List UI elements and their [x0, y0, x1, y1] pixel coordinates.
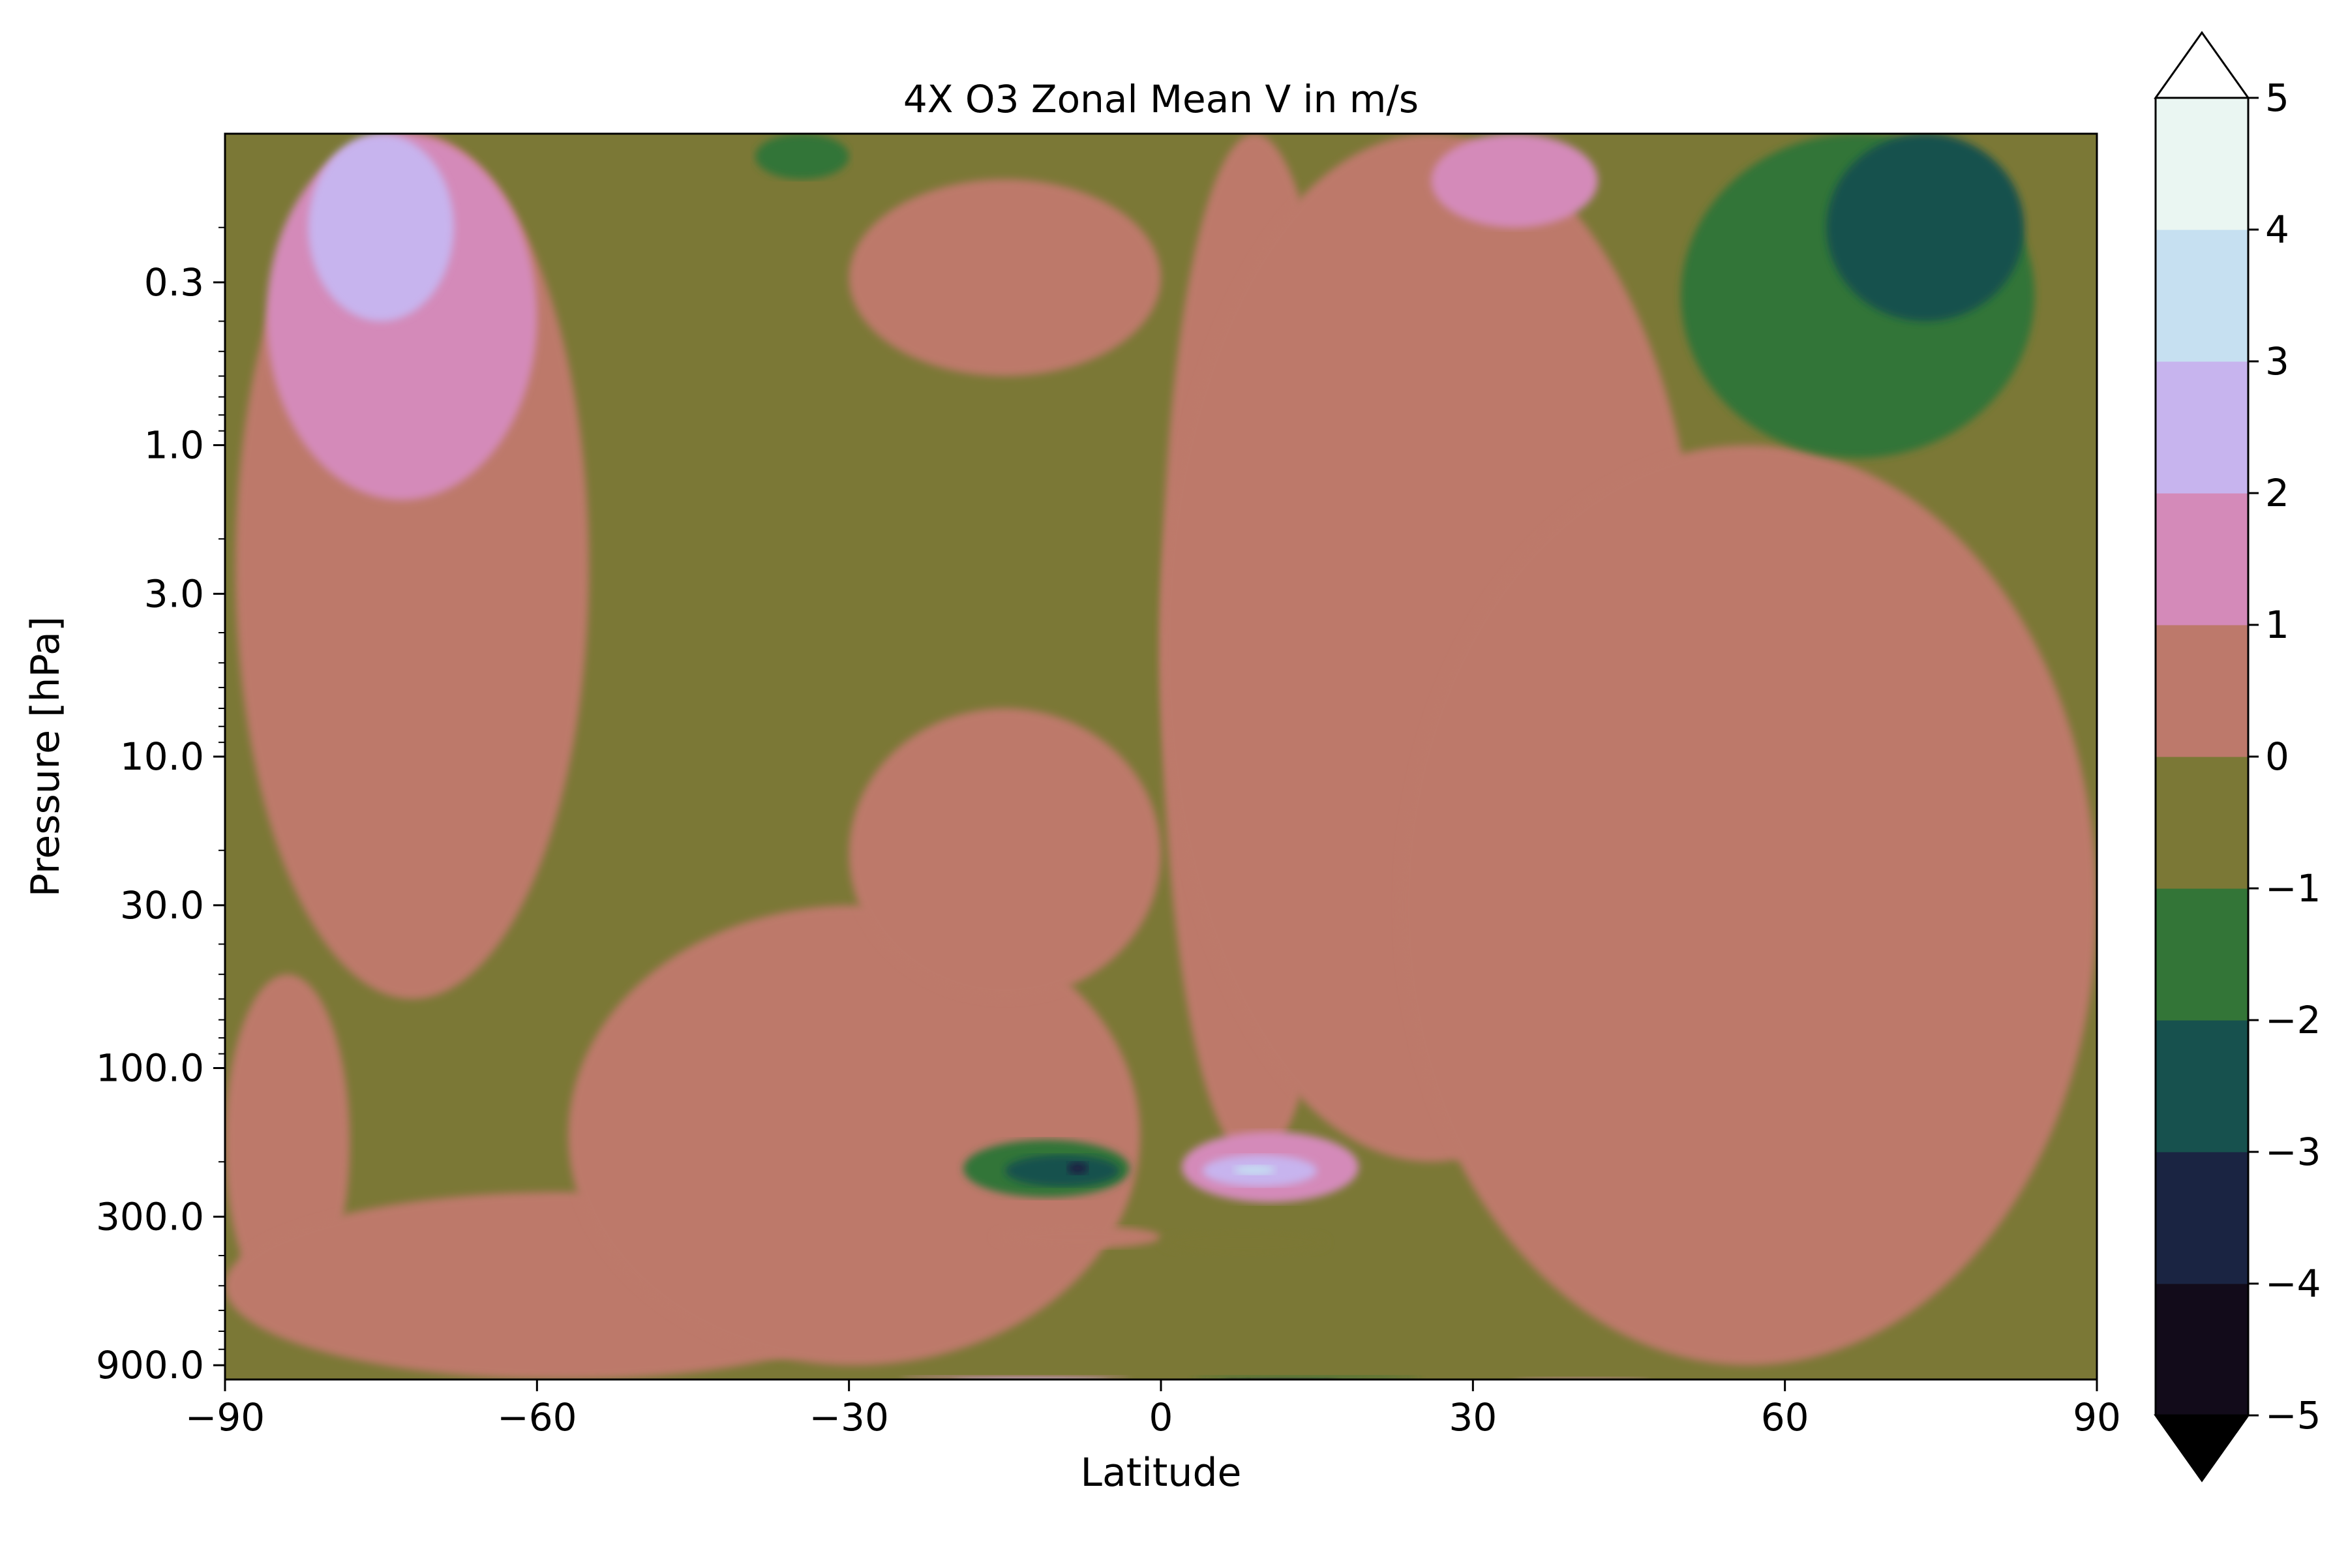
- contour-region: [1161, 1229, 1328, 1256]
- colorbar-tick-label: −4: [2265, 1261, 2321, 1306]
- x-tick-label: 90: [2073, 1395, 2121, 1440]
- contour-region: [1431, 134, 1598, 228]
- chart-title: 4X O3 Zonal Mean V in m/s: [903, 77, 1419, 121]
- y-tick-label: 1.0: [144, 423, 204, 468]
- contour-region: [1826, 134, 2024, 322]
- x-tick-label: 0: [1149, 1395, 1173, 1440]
- contour-region: [1067, 1162, 1089, 1175]
- y-tick-label: 30.0: [120, 883, 204, 927]
- contour-region: [1004, 1154, 1120, 1187]
- colorbar-tick-label: 2: [2265, 471, 2289, 515]
- contour-region: [994, 1225, 1161, 1249]
- x-axis: −90 −60 −30 0 30 60 90: [185, 1380, 2121, 1440]
- colorbar-under-arrow: [2154, 1414, 2250, 1483]
- colorbar-segment: [2156, 98, 2248, 230]
- y-tick-label: 900.0: [96, 1343, 204, 1387]
- colorbar-segment: [2156, 1020, 2248, 1153]
- colorbar-tick-label: 3: [2265, 339, 2289, 384]
- contour-region: [849, 708, 1162, 999]
- x-tick-label: 30: [1449, 1395, 1497, 1440]
- colorbar-segment: [2156, 625, 2248, 757]
- x-tick-label: −90: [185, 1395, 265, 1440]
- colorbar-segment: [2156, 493, 2248, 626]
- contour-region: [849, 179, 1162, 376]
- colorbar-segment: [2156, 361, 2248, 494]
- y-axis: 0.3 1.0 3.0 10.0 30.0 100.0 300.0 900.0: [96, 226, 225, 1387]
- y-tick-label: 0.3: [144, 260, 204, 305]
- y-tick-label: 3.0: [144, 571, 204, 616]
- colorbar-tick-label: 0: [2265, 734, 2289, 779]
- contour-region: [308, 134, 454, 322]
- colorbar-segment: [2156, 1152, 2248, 1284]
- y-tick-label: 100.0: [96, 1046, 204, 1091]
- colorbar-tick-label: −1: [2265, 866, 2321, 911]
- colorbar-segment: [2156, 888, 2248, 1021]
- colorbar-tick-label: 4: [2265, 207, 2289, 252]
- colorbar: −5 −4 −3 −2 −1 0 1 2 3 4 5: [2154, 31, 2321, 1483]
- contour-region: [1400, 445, 2097, 1366]
- colorbar-tick-label: 1: [2265, 603, 2289, 647]
- colorbar-segment: [2156, 757, 2248, 889]
- x-tick-label: −30: [809, 1395, 888, 1440]
- contour-region: [755, 134, 849, 179]
- y-axis-label: Pressure [hPa]: [23, 616, 68, 897]
- x-tick-label: 60: [1761, 1395, 1809, 1440]
- colorbar-tick-label: −2: [2265, 998, 2321, 1042]
- colorbar-tick-label: −3: [2265, 1130, 2321, 1174]
- y-tick-label: 10.0: [120, 734, 204, 779]
- colorbar-tick-label: 5: [2265, 76, 2289, 120]
- colorbar-tick-label: −5: [2265, 1393, 2321, 1438]
- contour-fill-regions: [225, 134, 2097, 1380]
- colorbar-over-arrow: [2154, 31, 2250, 99]
- x-axis-label: Latitude: [1081, 1450, 1242, 1496]
- contour-region: [1233, 1165, 1276, 1175]
- colorbar-segment: [2156, 1284, 2248, 1416]
- y-tick-label: 300.0: [96, 1194, 204, 1239]
- contour-region: [568, 905, 1141, 1366]
- colorbar-segment: [2156, 230, 2248, 362]
- x-tick-label: −60: [497, 1395, 577, 1440]
